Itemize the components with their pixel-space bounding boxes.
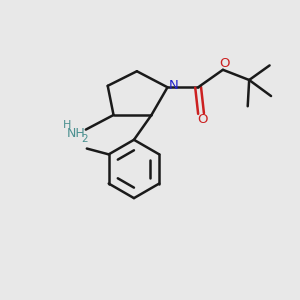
- Text: NH: NH: [66, 128, 85, 140]
- Text: O: O: [197, 113, 208, 127]
- Text: N: N: [169, 79, 178, 92]
- Text: 2: 2: [81, 134, 88, 144]
- Text: H: H: [63, 120, 71, 130]
- Text: O: O: [219, 58, 230, 70]
